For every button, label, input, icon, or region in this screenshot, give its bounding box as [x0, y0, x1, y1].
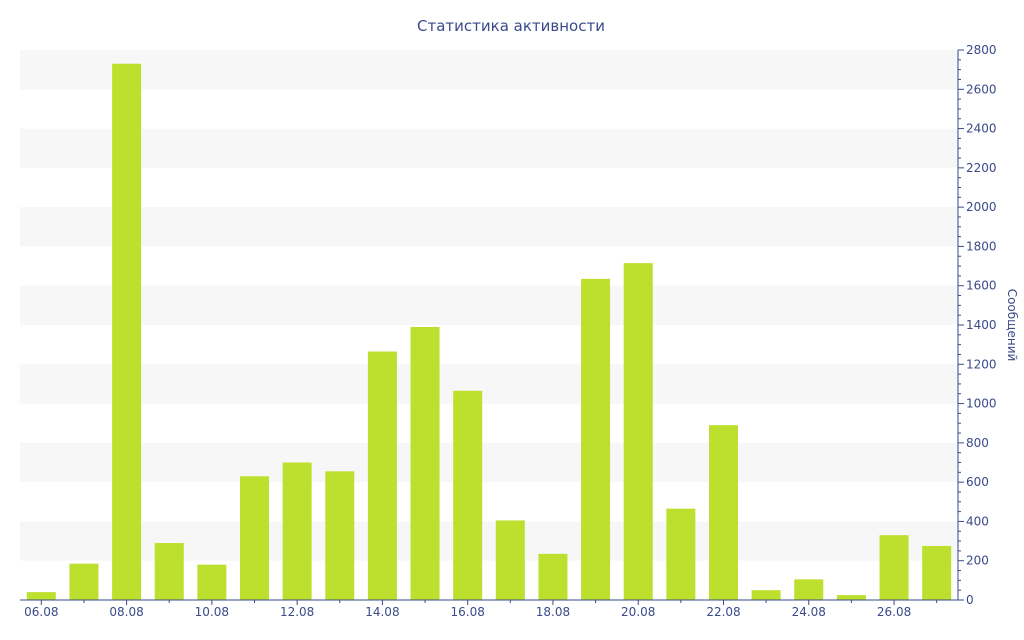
- bar-19.08: [581, 278, 611, 600]
- bar-20.08: [623, 263, 653, 600]
- x-tick-label: 10.08: [195, 605, 229, 619]
- bar-27.08: [922, 545, 952, 600]
- bar-18.08: [538, 553, 568, 600]
- y-tick-label: 2600: [966, 82, 997, 96]
- y-tick-label: 2200: [966, 161, 997, 175]
- bar-22.08: [709, 425, 738, 600]
- x-tick-label: 14.08: [365, 605, 399, 619]
- x-tick-label: 20.08: [621, 605, 655, 619]
- chart-title: Статистика активности: [417, 17, 605, 35]
- bar-15.08: [410, 326, 440, 600]
- y-tick-label: 2800: [966, 43, 997, 57]
- y-tick-label: 1000: [966, 397, 997, 411]
- bar-21.08: [666, 508, 696, 600]
- bar-26.08: [879, 535, 909, 600]
- grid-band: [20, 442, 958, 483]
- x-tick-label: 22.08: [706, 605, 740, 619]
- y-axis-title: Сообщений: [1005, 289, 1019, 362]
- bar-24.08: [794, 579, 824, 600]
- grid-band: [20, 128, 958, 168]
- bar-09.08: [154, 543, 184, 600]
- bars: [26, 63, 952, 600]
- y-tick-label: 600: [966, 475, 989, 489]
- y-tick-label: 200: [966, 554, 989, 568]
- grid-band: [20, 50, 958, 90]
- y-tick-label: 0: [966, 593, 974, 607]
- bar-07.08: [69, 563, 99, 600]
- y-tick-label: 400: [966, 514, 989, 528]
- x-tick-label: 06.08: [24, 605, 58, 619]
- bar-13.08: [325, 471, 355, 600]
- bar-12.08: [282, 462, 312, 600]
- x-tick-label: 18.08: [536, 605, 570, 619]
- bar-23.08: [751, 590, 781, 600]
- bar-25.08: [836, 595, 866, 600]
- x-tick-label: 26.08: [877, 605, 911, 619]
- bar-10.08: [197, 564, 227, 600]
- y-tick-label: 1200: [966, 357, 997, 371]
- y-tick-label: 1800: [966, 239, 997, 253]
- y-tick-label: 1400: [966, 318, 997, 332]
- x-tick-label: 16.08: [451, 605, 485, 619]
- y-tick-label: 800: [966, 436, 989, 450]
- grid-band: [20, 207, 958, 247]
- x-axis-ticks: 06.08 08.08 10.08 12.08 14.08 16.08 18.08 20.08…: [24, 600, 938, 619]
- y-tick-label: 2000: [966, 200, 997, 214]
- x-tick-label: 08.08: [109, 605, 143, 619]
- bar-16.08: [453, 390, 483, 600]
- y-tick-label: 1600: [966, 279, 997, 293]
- bar-11.08: [240, 476, 269, 600]
- x-tick-label: 24.08: [792, 605, 826, 619]
- bar-14.08: [367, 351, 397, 600]
- bar-08.08: [112, 63, 142, 600]
- y-tick-label: 2400: [966, 122, 997, 136]
- bar-06.08: [26, 592, 56, 600]
- grid-bands: [20, 50, 958, 561]
- x-tick-label: 12.08: [280, 605, 314, 619]
- bar-17.08: [495, 520, 525, 600]
- grid-band: [20, 285, 958, 325]
- grid-band: [20, 364, 958, 404]
- y-axis-ticks: 0 200 400 600 800 1000 1200 1400 1600 1800 2000 220…: [958, 43, 997, 607]
